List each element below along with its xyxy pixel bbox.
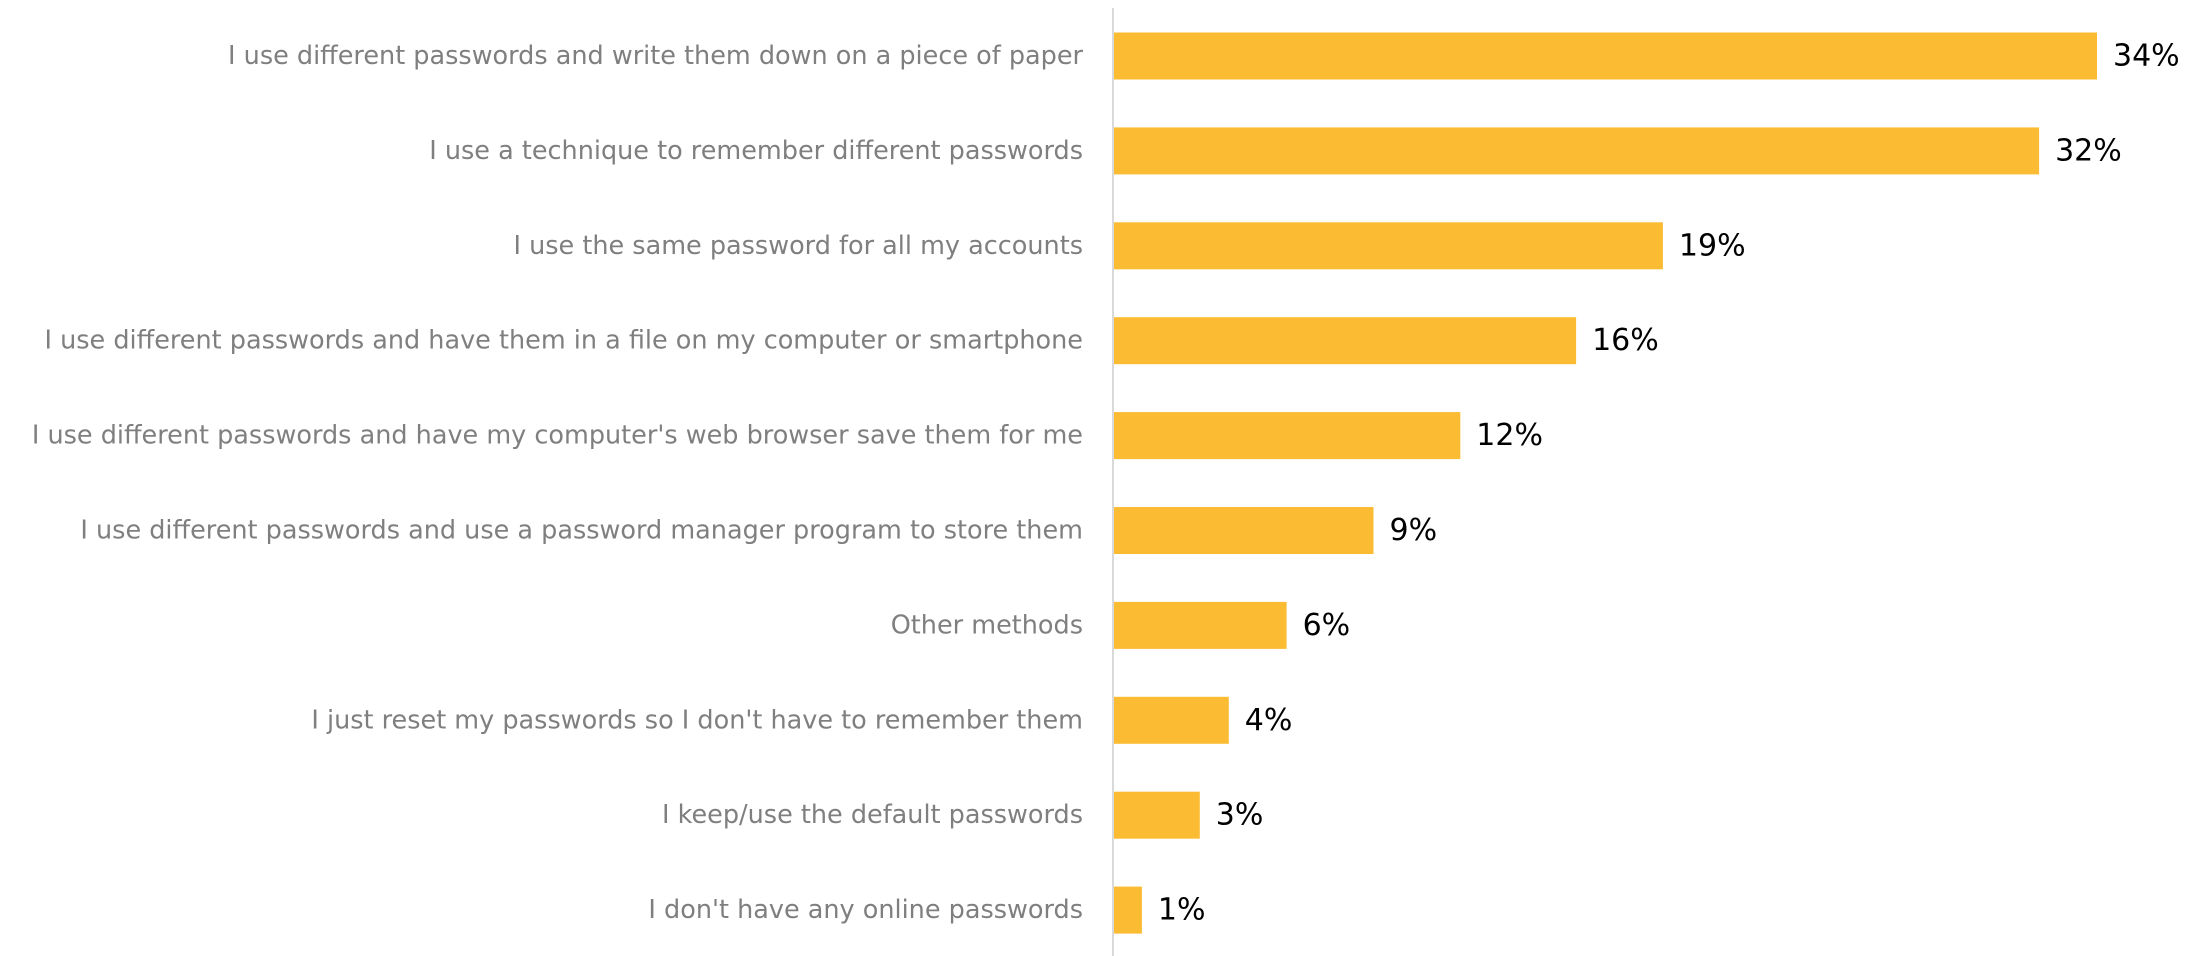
data-label: 32% bbox=[2055, 133, 2122, 168]
category-label: I use different passwords and use a pass… bbox=[80, 516, 1083, 546]
data-label: 6% bbox=[1303, 608, 1351, 643]
data-label: 9% bbox=[1390, 513, 1438, 548]
data-label: 19% bbox=[1679, 228, 1746, 263]
data-label: 16% bbox=[1592, 323, 1659, 358]
bar bbox=[1113, 412, 1461, 460]
labels-layer: I use different passwords and write them… bbox=[32, 39, 2180, 928]
category-label: I use a technique to remember different … bbox=[429, 136, 1083, 166]
bar bbox=[1113, 127, 2040, 175]
bar bbox=[1113, 696, 1229, 744]
category-label: I just reset my passwords so I don't hav… bbox=[311, 705, 1083, 735]
bar bbox=[1113, 317, 1577, 365]
bar bbox=[1113, 222, 1663, 270]
data-label: 34% bbox=[2113, 39, 2180, 74]
data-label: 3% bbox=[1216, 798, 1264, 833]
category-label: I use different passwords and have them … bbox=[44, 326, 1083, 356]
bar bbox=[1113, 32, 2097, 80]
data-label: 1% bbox=[1158, 893, 1206, 928]
data-label: 4% bbox=[1245, 703, 1293, 738]
category-label: I use different passwords and have my co… bbox=[32, 421, 1083, 451]
bar bbox=[1113, 507, 1374, 554]
bar bbox=[1113, 601, 1287, 649]
bar bbox=[1113, 886, 1142, 934]
category-label: I use different passwords and write them… bbox=[228, 41, 1083, 71]
bar bbox=[1113, 791, 1200, 839]
bars-layer bbox=[1113, 32, 2097, 934]
data-label: 12% bbox=[1476, 418, 1543, 453]
category-label: I use the same password for all my accou… bbox=[513, 231, 1083, 261]
category-label: I keep/use the default passwords bbox=[662, 800, 1083, 830]
category-label: Other methods bbox=[891, 610, 1083, 640]
category-label: I don't have any online passwords bbox=[648, 895, 1083, 925]
